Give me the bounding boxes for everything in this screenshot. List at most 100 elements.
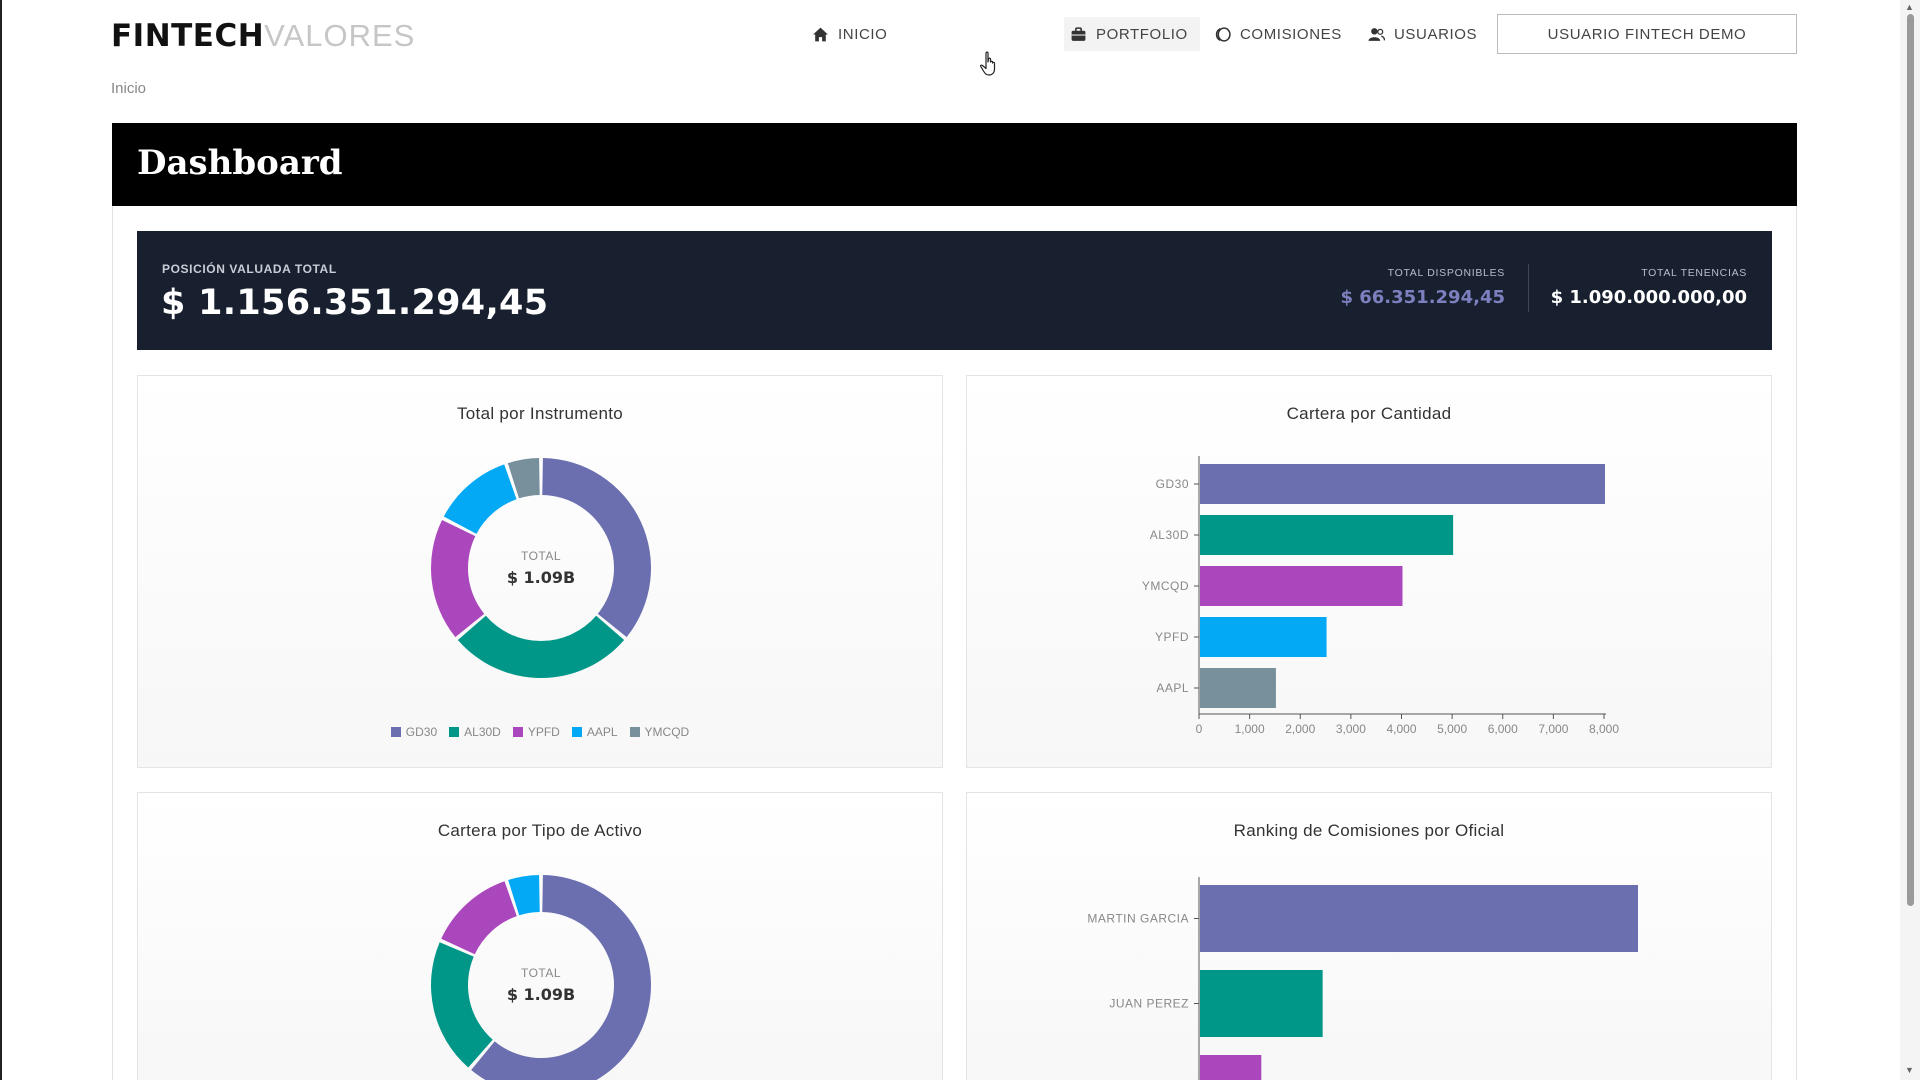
user-menu-button[interactable]: USUARIO FINTECH DEMO	[1497, 14, 1797, 54]
donut-slice[interactable]	[508, 875, 540, 916]
total-position-label: POSICIÓN VALUADA TOTAL	[162, 262, 337, 276]
page-scrollbar[interactable]: ▲ ▼	[1900, 0, 1920, 1080]
available-total-label: TOTAL DISPONIBLES	[1387, 267, 1505, 279]
dashboard-header: Dashboard	[112, 123, 1797, 206]
holdings-total-label: TOTAL TENENCIAS	[1641, 267, 1747, 279]
briefcase-icon	[1071, 26, 1086, 41]
nav-item-inicio[interactable]: INICIO	[812, 21, 887, 47]
scroll-up-arrow-icon[interactable]: ▲	[1905, 2, 1914, 12]
legend-swatch	[629, 727, 640, 737]
y-tick-label: GD30	[1156, 477, 1189, 491]
y-tick-label: JUAN PEREZ	[1109, 997, 1189, 1011]
legend-label: GD30	[405, 725, 438, 739]
donut-slice[interactable]	[443, 464, 517, 534]
logo-bold-text: FINTECH	[111, 18, 265, 54]
donut-chart-instrumento: TOTAL $ 1.09B	[431, 458, 651, 678]
bar[interactable]	[1200, 515, 1454, 555]
scroll-down-arrow-icon[interactable]: ▼	[1905, 1065, 1914, 1075]
breadcrumb[interactable]: Inicio	[111, 80, 147, 97]
x-tick-label: 5,000	[1437, 722, 1467, 736]
donut-slice[interactable]	[507, 458, 540, 499]
total-position-value: $ 1.156.351.294,45	[161, 283, 549, 323]
legend-label: YMCQD	[644, 725, 690, 739]
x-tick-label: 8,000	[1589, 722, 1619, 736]
x-tick-label: 6,000	[1488, 722, 1518, 736]
x-tick-label: 1,000	[1235, 722, 1265, 736]
bar[interactable]	[1200, 1055, 1262, 1080]
chart-title: Cartera por Cantidad	[1286, 404, 1452, 423]
summary-banner: POSICIÓN VALUADA TOTAL $ 1.156.351.294,4…	[137, 231, 1772, 350]
legend-item[interactable]: YPFD	[512, 725, 560, 739]
donut-center-label: TOTAL	[521, 966, 561, 980]
legend-label: AL30D	[464, 725, 501, 739]
legend-item[interactable]: YMCQD	[629, 725, 690, 739]
legend-item[interactable]: AAPL	[571, 725, 618, 739]
donut-center-value: $ 1.09B	[507, 985, 575, 1004]
legend-swatch	[449, 727, 460, 737]
legend-item[interactable]: GD30	[390, 725, 438, 739]
legend-label: AAPL	[586, 725, 618, 739]
nav-item-label: USUARIOS	[1394, 25, 1478, 43]
donut-slice[interactable]	[431, 519, 485, 638]
legend-label: YPFD	[527, 725, 560, 739]
donut-slice[interactable]	[441, 881, 517, 955]
bar[interactable]	[1200, 970, 1323, 1037]
window-edge	[0, 0, 2, 1080]
x-tick-label: 3,000	[1336, 722, 1366, 736]
page-title: Dashboard	[137, 143, 343, 183]
chart-title: Cartera por Tipo de Activo	[437, 821, 643, 840]
nav-item-label: INICIO	[838, 25, 888, 43]
coins-icon	[1215, 26, 1231, 42]
available-total-value: $ 66.351.294,45	[1340, 287, 1505, 308]
donut-chart-tipo-activo: TOTAL $ 1.09B	[431, 875, 651, 1080]
chart-title: Total por Instrumento	[457, 404, 623, 423]
top-navbar: FINTECH VALORES INICIO PORTFOLIO COMISION…	[0, 0, 1900, 68]
legend-swatch	[512, 727, 523, 737]
chart-card-cartera-por-cantidad: Cartera por Cantidad GD30 AL30D YMCQD YPFD A…	[966, 375, 1772, 768]
donut-slice[interactable]	[542, 458, 651, 638]
nav-item-label: PORTFOLIO	[1096, 25, 1188, 43]
logo[interactable]: FINTECH VALORES	[111, 18, 415, 54]
scroll-thumb[interactable]	[1907, 14, 1914, 906]
y-tick-label: AAPL	[1156, 681, 1189, 695]
donut-center-label: TOTAL	[521, 549, 561, 563]
y-tick-label: AL30D	[1150, 528, 1189, 542]
y-tick-label: YMCQD	[1142, 579, 1189, 593]
donut-slice[interactable]	[457, 615, 625, 678]
chart-card-ranking-comisiones: Ranking de Comisiones por Oficial MARTIN…	[966, 792, 1772, 1080]
home-icon	[813, 27, 828, 41]
bar-chart-cantidad: GD30 AL30D YMCQD YPFD AAPL 0 1,000 2,000 3,000 4,…	[1142, 456, 1619, 736]
legend-swatch	[390, 727, 401, 737]
hand-cursor-icon	[980, 51, 996, 76]
dashboard-container	[112, 123, 1797, 1080]
donut-slice[interactable]	[471, 875, 651, 1080]
y-tick-label: YPFD	[1155, 630, 1189, 644]
x-tick-label: 2,000	[1285, 722, 1315, 736]
nav-item-label: COMISIONES	[1240, 25, 1342, 43]
summary-divider	[1528, 264, 1529, 312]
chart-legend: GD30 AL30D YPFD AAPL YMCQD	[138, 725, 942, 739]
bar-chart-comisiones: MARTIN GARCIA JUAN PEREZ	[1087, 877, 1638, 1080]
donut-center-value: $ 1.09B	[507, 568, 575, 587]
chart-card-cartera-por-tipo-activo: Cartera por Tipo de Activo TOTAL $ 1.09B	[137, 792, 943, 1080]
bar[interactable]	[1200, 885, 1638, 952]
donut-slice[interactable]	[431, 942, 493, 1068]
x-tick-label: 0	[1196, 722, 1203, 736]
chart-card-total-por-instrumento: Total por Instrumento TOTAL $ 1.09B GD30 A…	[137, 375, 943, 768]
users-icon	[1368, 27, 1385, 41]
bar[interactable]	[1200, 668, 1276, 708]
bar[interactable]	[1200, 617, 1327, 657]
bar[interactable]	[1200, 464, 1605, 504]
bar[interactable]	[1200, 566, 1403, 606]
legend-swatch	[571, 727, 582, 737]
x-tick-label: 4,000	[1386, 722, 1416, 736]
logo-light-text: VALORES	[264, 18, 416, 53]
nav-item-comisiones[interactable]: COMISIONES	[1214, 21, 1342, 47]
legend-item[interactable]: AL30D	[449, 725, 501, 739]
nav-item-portfolio[interactable]: PORTFOLIO	[1064, 17, 1200, 51]
y-tick-label: MARTIN GARCIA	[1087, 912, 1189, 926]
nav-item-usuarios[interactable]: USUARIOS	[1368, 21, 1477, 47]
chart-title: Ranking de Comisiones por Oficial	[1233, 821, 1505, 840]
x-tick-label: 7,000	[1538, 722, 1568, 736]
holdings-total-value: $ 1.090.000.000,00	[1550, 287, 1747, 308]
